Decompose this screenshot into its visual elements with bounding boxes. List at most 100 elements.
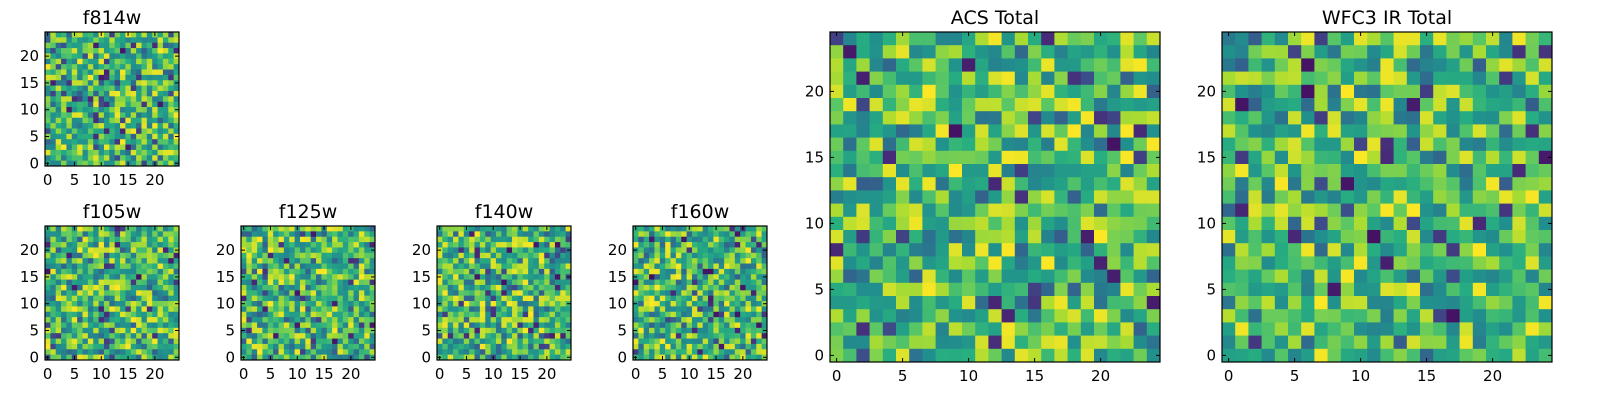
heatmap-cell <box>66 274 73 280</box>
heatmap-cell <box>1028 84 1042 99</box>
heatmap-cell <box>45 231 51 238</box>
heatmap-cell <box>458 247 465 254</box>
heatmap-cell <box>157 112 164 119</box>
heatmap-cell <box>294 333 301 339</box>
heatmap-cell <box>294 290 301 297</box>
heatmap-cell <box>103 80 110 86</box>
heatmap-cell <box>463 274 470 280</box>
heatmap-cell <box>512 301 518 307</box>
heatmap-cell <box>517 338 524 345</box>
heatmap-cell <box>469 284 475 291</box>
heatmap-cell <box>152 37 158 44</box>
heatmap-cell <box>45 284 51 291</box>
heatmap-cell <box>1433 58 1447 72</box>
heatmap-cell <box>316 247 322 254</box>
heatmap-cell <box>342 274 349 280</box>
heatmap-cell <box>1327 84 1342 99</box>
heatmap-cell <box>1094 84 1108 99</box>
heatmap-cell <box>267 263 274 270</box>
heatmap-cell <box>141 64 148 70</box>
heatmap-cell <box>353 317 360 323</box>
heatmap-cell <box>1538 164 1553 178</box>
heatmap-cell <box>141 48 148 54</box>
heatmap-cell <box>125 317 132 323</box>
heatmap-cell <box>342 231 349 238</box>
heatmap-cell <box>141 133 148 140</box>
heatmap-cell <box>120 226 126 232</box>
heatmap-cell <box>1380 190 1394 204</box>
heatmap-cell <box>756 279 763 286</box>
heatmap-cell <box>830 71 844 86</box>
heatmap-cell <box>310 295 317 302</box>
heatmap-cell <box>168 112 175 119</box>
heatmap-cell <box>321 349 328 356</box>
heatmap-cell <box>369 311 376 318</box>
heatmap-cell <box>152 133 158 140</box>
heatmap-cell <box>55 74 62 81</box>
heatmap-cell <box>369 349 376 356</box>
heatmap-cell <box>506 242 513 248</box>
heatmap-cell <box>82 53 89 60</box>
heatmap-cell <box>299 252 306 259</box>
heatmap-cell <box>71 37 78 44</box>
heatmap-cell <box>109 42 116 49</box>
heatmap-cell <box>1261 124 1276 138</box>
heatmap-cell <box>1261 348 1276 363</box>
heatmap-cell <box>66 85 73 92</box>
heatmap-cell <box>533 226 540 232</box>
heatmap-cell <box>1080 269 1095 284</box>
heatmap-cell <box>560 263 567 270</box>
heatmap-cell <box>136 247 142 254</box>
heatmap-cell <box>1512 296 1526 310</box>
heatmap-cell <box>1028 322 1042 336</box>
heatmap-cell <box>1340 150 1355 165</box>
heatmap-cell <box>638 306 645 313</box>
heatmap-cell <box>348 247 354 254</box>
heatmap-cell <box>517 242 524 248</box>
heatmap-cell <box>506 290 513 297</box>
heatmap-cell <box>1028 58 1042 72</box>
heatmap-cell <box>485 290 491 297</box>
heatmap-cell <box>87 343 94 350</box>
heatmap-cell <box>342 226 349 232</box>
heatmap-cell <box>50 354 57 361</box>
heatmap-cell <box>66 139 73 145</box>
heatmap-cell <box>745 349 752 356</box>
heatmap-cell <box>82 236 89 243</box>
heatmap-cell <box>310 301 317 307</box>
heatmap-cell <box>246 263 253 270</box>
heatmap-cell <box>474 295 481 302</box>
heatmap-cell <box>501 290 508 297</box>
heatmap-cell <box>299 226 306 232</box>
heatmap-cell <box>843 243 857 257</box>
heatmap-cell <box>638 333 645 339</box>
heatmap-cell <box>1340 216 1355 231</box>
heatmap-cell <box>681 306 687 313</box>
heatmap-cell <box>554 274 561 280</box>
heatmap-cell <box>120 231 126 238</box>
heatmap-cell <box>141 327 148 334</box>
heatmap-cell <box>756 327 763 334</box>
heatmap-cell <box>565 343 572 350</box>
heatmap-cell <box>87 327 94 334</box>
heatmap-cell <box>544 301 550 307</box>
heatmap-cell <box>251 258 258 264</box>
heatmap-cell <box>358 301 365 307</box>
heatmap-cell <box>512 343 518 350</box>
heatmap-cell <box>750 317 757 323</box>
heatmap-cell <box>1314 322 1328 336</box>
heatmap-cell <box>66 58 73 65</box>
heatmap-cell <box>512 242 518 248</box>
heatmap-cell <box>1248 216 1262 231</box>
heatmap-cell <box>909 45 923 59</box>
heatmap-cell <box>162 338 169 345</box>
heatmap-cell <box>697 242 704 248</box>
heatmap-cell <box>267 311 274 318</box>
heatmap-cell <box>120 69 126 76</box>
heatmap-cell <box>681 236 687 243</box>
heatmap-cell <box>962 71 976 86</box>
heatmap-cell <box>342 338 349 345</box>
heatmap-cell <box>1393 98 1408 112</box>
heatmap-cell <box>935 137 950 152</box>
